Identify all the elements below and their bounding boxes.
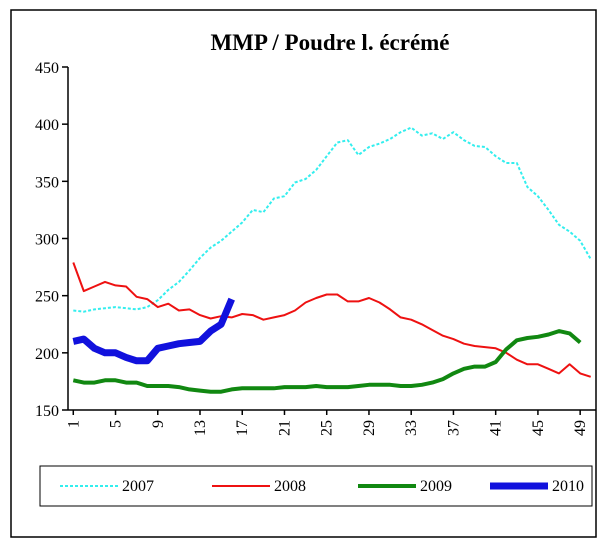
legend-label: 2007 — [122, 478, 154, 495]
x-tick-label: 41 — [488, 420, 505, 436]
legend-label: 2010 — [552, 478, 584, 495]
series-line — [72, 329, 582, 394]
x-tick-label: 25 — [319, 420, 336, 436]
y-tick-label: 400 — [35, 117, 59, 134]
x-tick-label: 13 — [192, 420, 209, 436]
y-tick-label: 150 — [35, 403, 59, 420]
chart-border — [10, 9, 597, 538]
legend-label: 2008 — [274, 478, 306, 495]
y-tick-label: 250 — [35, 289, 59, 306]
x-tick-label: 45 — [530, 420, 547, 436]
x-tick-label: 37 — [445, 420, 462, 436]
series-line — [73, 126, 592, 313]
x-tick-label: 1 — [65, 420, 82, 428]
x-tick-label: 9 — [150, 420, 167, 428]
y-tick-label: 200 — [35, 346, 59, 363]
x-tick-label: 29 — [361, 420, 378, 436]
x-tick-label: 17 — [234, 420, 251, 436]
x-tick-label: 33 — [403, 420, 420, 436]
legend-label: 2009 — [420, 478, 452, 495]
y-tick-label: 300 — [35, 232, 59, 249]
chart-title: MMP / Poudre l. écrémé — [210, 30, 449, 55]
y-tick-label: 450 — [35, 60, 59, 77]
x-tick-label: 49 — [572, 420, 589, 436]
y-tick-label: 350 — [35, 174, 59, 191]
x-tick-label: 21 — [276, 420, 293, 436]
series-line — [72, 297, 235, 365]
x-tick-label: 5 — [108, 420, 125, 428]
